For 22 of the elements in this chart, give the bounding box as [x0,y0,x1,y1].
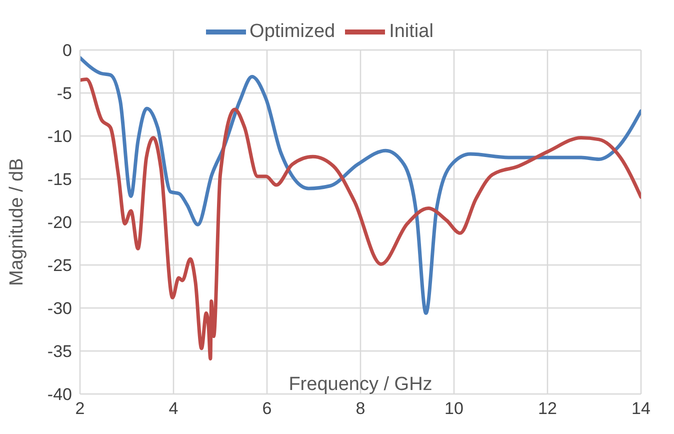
legend-label: Optimized [250,21,336,42]
x-tick-label: 10 [444,399,464,418]
y-axis-title: Magnitude / dB [6,158,28,286]
x-tick-label: 6 [262,399,272,418]
y-tick-label: -20 [47,213,72,232]
y-tick-label: -35 [47,342,72,362]
y-tick-label: -25 [47,256,72,276]
y-tick-label: 0 [62,41,72,60]
y-tick-label: -40 [47,385,72,404]
y-tick-label: -30 [47,299,72,318]
legend-label: Initial [389,21,434,42]
x-tick-label: 8 [356,399,366,418]
x-tick-label: 12 [538,399,557,418]
x-tick-label: 14 [632,399,650,418]
y-tick-label: -5 [56,84,72,104]
x-tick-label: 2 [75,399,85,418]
x-axis-title: Frequency / GHz [288,374,432,395]
x-tick-label: 4 [168,399,178,418]
y-tick-label: -15 [47,170,72,190]
y-tick-label: -10 [47,127,72,146]
line-series [80,56,641,315]
line-series [80,77,641,360]
